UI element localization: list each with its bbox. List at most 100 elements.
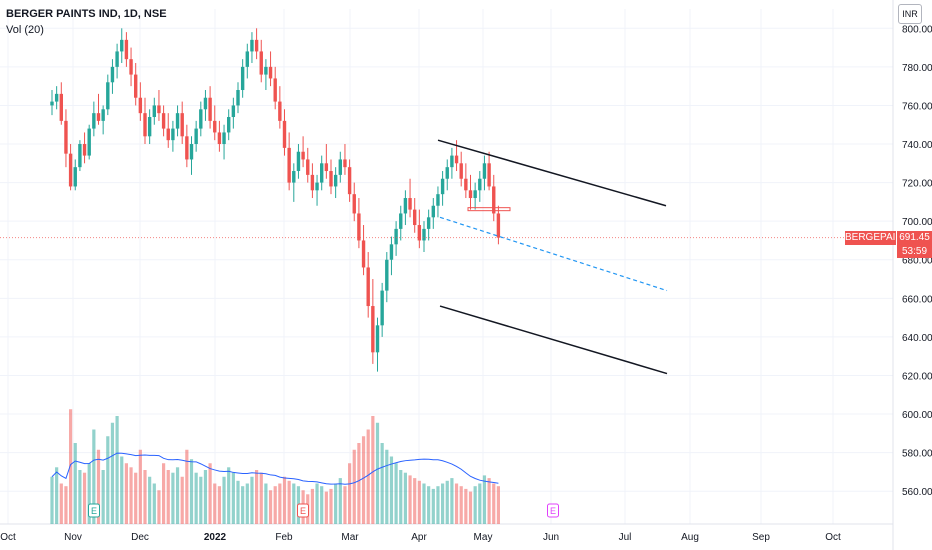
x-tick-label: May <box>474 532 493 543</box>
candle-body <box>64 120 68 154</box>
volume-bar <box>389 456 394 524</box>
candle-body <box>87 128 91 156</box>
candle-body <box>287 147 291 183</box>
y-tick-label: 780.00 <box>902 63 932 74</box>
candle-body <box>422 228 426 241</box>
volume-bar <box>106 436 110 524</box>
volume-bar <box>120 456 124 524</box>
x-tick-label: Jun <box>543 532 559 543</box>
candle-body <box>194 128 198 145</box>
candle-body <box>343 159 347 168</box>
volume-bar <box>473 486 477 524</box>
candle-body <box>333 174 338 187</box>
candle-body <box>473 190 477 199</box>
volume-bar <box>380 443 384 524</box>
candle-body <box>236 90 240 106</box>
candle-body <box>92 113 96 129</box>
volume-bar <box>459 486 463 524</box>
volume-label: Vol (20) <box>6 24 44 36</box>
candle-body <box>310 174 315 191</box>
volume-bar <box>96 449 101 524</box>
volume-bar <box>245 483 249 524</box>
volume-bar <box>441 483 445 524</box>
volume-bar <box>222 476 226 524</box>
candle-body <box>171 128 175 141</box>
channel-mid-line <box>439 216 668 292</box>
candle-body <box>68 153 73 187</box>
candle-body <box>203 97 208 110</box>
volume-bar <box>292 483 296 524</box>
x-tick-label: Oct <box>0 532 16 543</box>
channel-lower-line <box>439 305 668 375</box>
candle-body <box>50 101 54 106</box>
candle-body <box>482 163 487 179</box>
volume-bar <box>324 491 328 524</box>
volume-bar <box>454 483 459 524</box>
candle-body <box>227 117 231 133</box>
candle-body <box>389 244 394 260</box>
x-tick-label: Jul <box>619 532 632 543</box>
candle-body <box>478 178 482 191</box>
volume-bar <box>348 463 352 524</box>
chart-title: BERGER PAINTS IND, 1D, NSE <box>6 8 167 20</box>
volume-bar <box>478 483 482 524</box>
candle-body <box>96 113 101 121</box>
y-tick-label: 560.00 <box>902 487 932 498</box>
candle-body <box>124 39 129 60</box>
candle-body <box>222 132 226 145</box>
event-marker-label: E <box>300 506 306 516</box>
candle-body <box>306 159 310 175</box>
volume-bar <box>92 429 96 524</box>
volume-bar <box>162 463 166 524</box>
candle-body <box>278 101 282 121</box>
volume-bar <box>273 486 277 524</box>
volume-bar <box>185 449 189 524</box>
candle-body <box>129 59 133 75</box>
volume-bar <box>431 488 435 524</box>
volume-bar <box>259 472 263 524</box>
candle-body <box>296 151 301 172</box>
channel-upper-line <box>437 139 667 207</box>
volume-bar <box>236 480 240 524</box>
candle-body <box>245 51 249 67</box>
volume-bar <box>78 470 82 524</box>
volume-bar <box>408 475 412 524</box>
y-tick-label: 680.00 <box>902 256 932 267</box>
volume-bar <box>134 472 138 524</box>
candle-body <box>189 144 194 160</box>
currency-badge[interactable]: INR <box>898 4 922 24</box>
event-marker-label: E <box>91 506 97 516</box>
candle-body <box>371 306 375 353</box>
volume-bar <box>361 436 366 524</box>
volume-bar <box>171 472 175 524</box>
event-marker-label: E <box>550 506 556 516</box>
candle-body <box>431 205 435 218</box>
candle-body <box>180 113 184 137</box>
candle-body <box>399 213 403 229</box>
candle-body <box>166 128 170 141</box>
y-tick-label: 620.00 <box>902 371 932 382</box>
chart-legend: BERGER PAINTS IND, 1D, NSE Vol (20) <box>6 6 167 38</box>
volume-bar <box>357 443 361 524</box>
y-tick-label: 720.00 <box>902 179 932 190</box>
candle-body <box>147 117 152 137</box>
candle-body <box>120 39 124 52</box>
x-tick-label: Oct <box>825 532 841 543</box>
volume-bar <box>413 478 417 524</box>
volume-bar <box>50 476 54 524</box>
candle-body <box>450 155 454 168</box>
volume-bar <box>450 478 454 524</box>
candle-body <box>408 198 412 210</box>
y-tick-label: 800.00 <box>902 24 932 35</box>
y-tick-label: 600.00 <box>902 410 932 421</box>
candle-body <box>185 136 189 160</box>
candle-body <box>413 209 417 226</box>
candle-body <box>426 217 431 229</box>
volume-bar <box>287 480 291 524</box>
volume-bar <box>180 476 184 524</box>
volume-bar <box>227 467 231 524</box>
volume-bar <box>482 475 487 524</box>
volume-bar <box>422 483 426 524</box>
candle-body <box>385 259 389 291</box>
